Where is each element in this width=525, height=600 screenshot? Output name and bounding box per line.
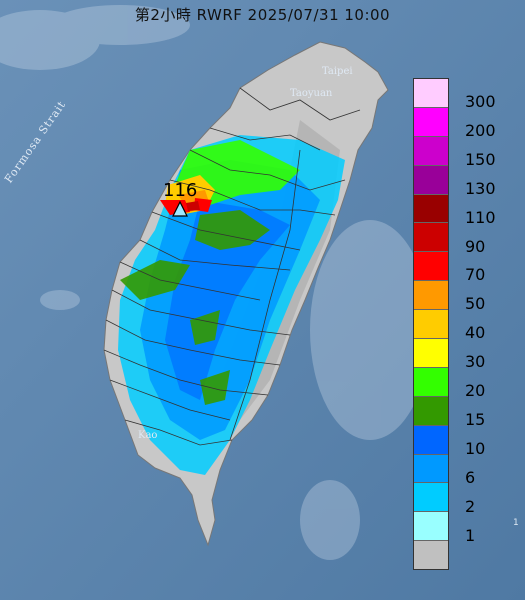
legend-swatch (414, 396, 448, 426)
legend-swatch (414, 165, 448, 195)
legend-swatch (414, 310, 448, 340)
legend-swatch (414, 194, 448, 224)
rain-area-90mm (186, 201, 200, 211)
legend-swatch (414, 252, 448, 282)
county-boundaries (103, 87, 361, 446)
legend-label: 200 (465, 120, 496, 140)
legend-label: 130 (465, 178, 496, 198)
legend-label: 50 (465, 294, 486, 314)
legend-label: 40 (465, 323, 486, 343)
legend-swatch (414, 79, 448, 108)
city-label-kaohsiung: Kao (138, 430, 158, 441)
legend-swatch (414, 339, 448, 368)
legend-swatch (414, 454, 448, 484)
rain-area-70mm (160, 198, 212, 215)
legend-label: 20 (465, 381, 486, 400)
legend-swatch (414, 136, 448, 166)
edge-mark: 1 (513, 518, 519, 528)
legend-swatch (414, 512, 448, 542)
max-rain-marker (172, 200, 188, 217)
legend-label: 15 (465, 409, 486, 429)
legend-label: 150 (465, 149, 496, 169)
legend-swatch (414, 483, 448, 513)
legend-label: 110 (465, 207, 496, 227)
legend-label: 2 (465, 496, 476, 516)
rain-area-15mm (120, 210, 270, 405)
rain-area-10mm (165, 200, 290, 400)
legend-swatch (414, 107, 448, 137)
legend-swatch (414, 367, 448, 397)
legend-label: 300 (465, 92, 496, 111)
rainfall-legend (413, 78, 449, 571)
legend-label: 6 (465, 467, 476, 487)
legend-label: 1 (465, 525, 476, 545)
legend-label: 90 (465, 236, 486, 256)
legend-swatch (414, 541, 448, 570)
cloud-texture (0, 5, 430, 560)
legend-swatch (414, 223, 448, 253)
legend-label: 30 (465, 352, 486, 372)
legend-swatch (414, 425, 448, 455)
legend-swatch (414, 281, 448, 311)
max-rain-value: 116 (163, 180, 198, 201)
city-label-taoyuan: Taoyuan (290, 88, 333, 99)
legend-label: 70 (465, 265, 486, 285)
map-title: 第2小時 RWRF 2025/07/31 10:00 (134, 6, 391, 24)
legend-label: 10 (465, 438, 486, 458)
city-label-taipei: Taipei (322, 66, 353, 77)
